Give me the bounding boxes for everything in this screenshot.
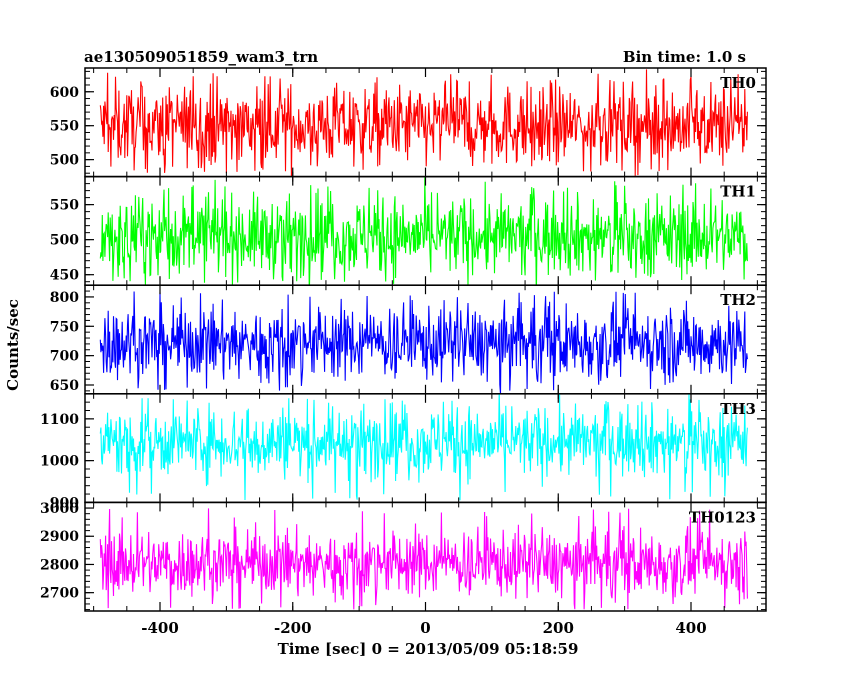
y-tick-label: 1000 — [40, 454, 79, 470]
y-tick-label: 500 — [50, 233, 79, 249]
x-tick-label: 0 — [420, 619, 430, 637]
series-line-th0 — [99, 69, 748, 177]
chart-title-right: Bin time: 1.0 s — [623, 48, 746, 66]
y-tick-label: 1100 — [40, 412, 79, 428]
y-tick-label: 550 — [50, 198, 79, 214]
y-tick-label: 600 — [50, 85, 79, 101]
y-tick-label: 2900 — [40, 529, 79, 545]
x-tick-label: 400 — [675, 619, 706, 637]
y-tick-label: 650 — [50, 378, 79, 394]
panel-label-th0123: TH0123 — [689, 508, 756, 526]
series-line-th1 — [99, 177, 748, 286]
series-line-th2 — [99, 291, 748, 394]
y-tick-label: 2800 — [40, 557, 79, 573]
y-tick-label: 450 — [50, 268, 79, 284]
x-tick-label: 200 — [543, 619, 574, 637]
y-tick-label: 800 — [50, 290, 79, 306]
panels-group: 500 550 600 TH0 450 500 550 TH1 650 700 750 800 TH2 9… — [40, 67, 767, 637]
y-tick-label: 750 — [50, 319, 79, 335]
y-tick-label: 2700 — [40, 586, 79, 602]
x-tick-label: -200 — [274, 619, 312, 637]
x-tick-label: -400 — [141, 619, 179, 637]
panel-label-th1: TH1 — [720, 183, 756, 201]
y-tick-label: 3000 — [40, 501, 79, 517]
panel-label-th0: TH0 — [720, 74, 756, 92]
series-line-th3 — [99, 393, 748, 501]
y-tick-label: 550 — [50, 119, 79, 135]
panel-label-th3: TH3 — [720, 400, 756, 418]
y-tick-label: 500 — [50, 153, 79, 169]
y-tick-label: 700 — [50, 349, 79, 365]
series-line-th0123 — [99, 508, 748, 610]
x-axis-label: Time [sec] 0 = 2013/05/09 05:18:59 — [278, 640, 579, 658]
chart-title-left: ae130509051859_wam3_trn — [84, 48, 318, 66]
panel-label-th2: TH2 — [720, 291, 756, 309]
y-tick-label: 900 — [50, 495, 79, 511]
y-axis-label: Counts/sec — [4, 299, 22, 391]
